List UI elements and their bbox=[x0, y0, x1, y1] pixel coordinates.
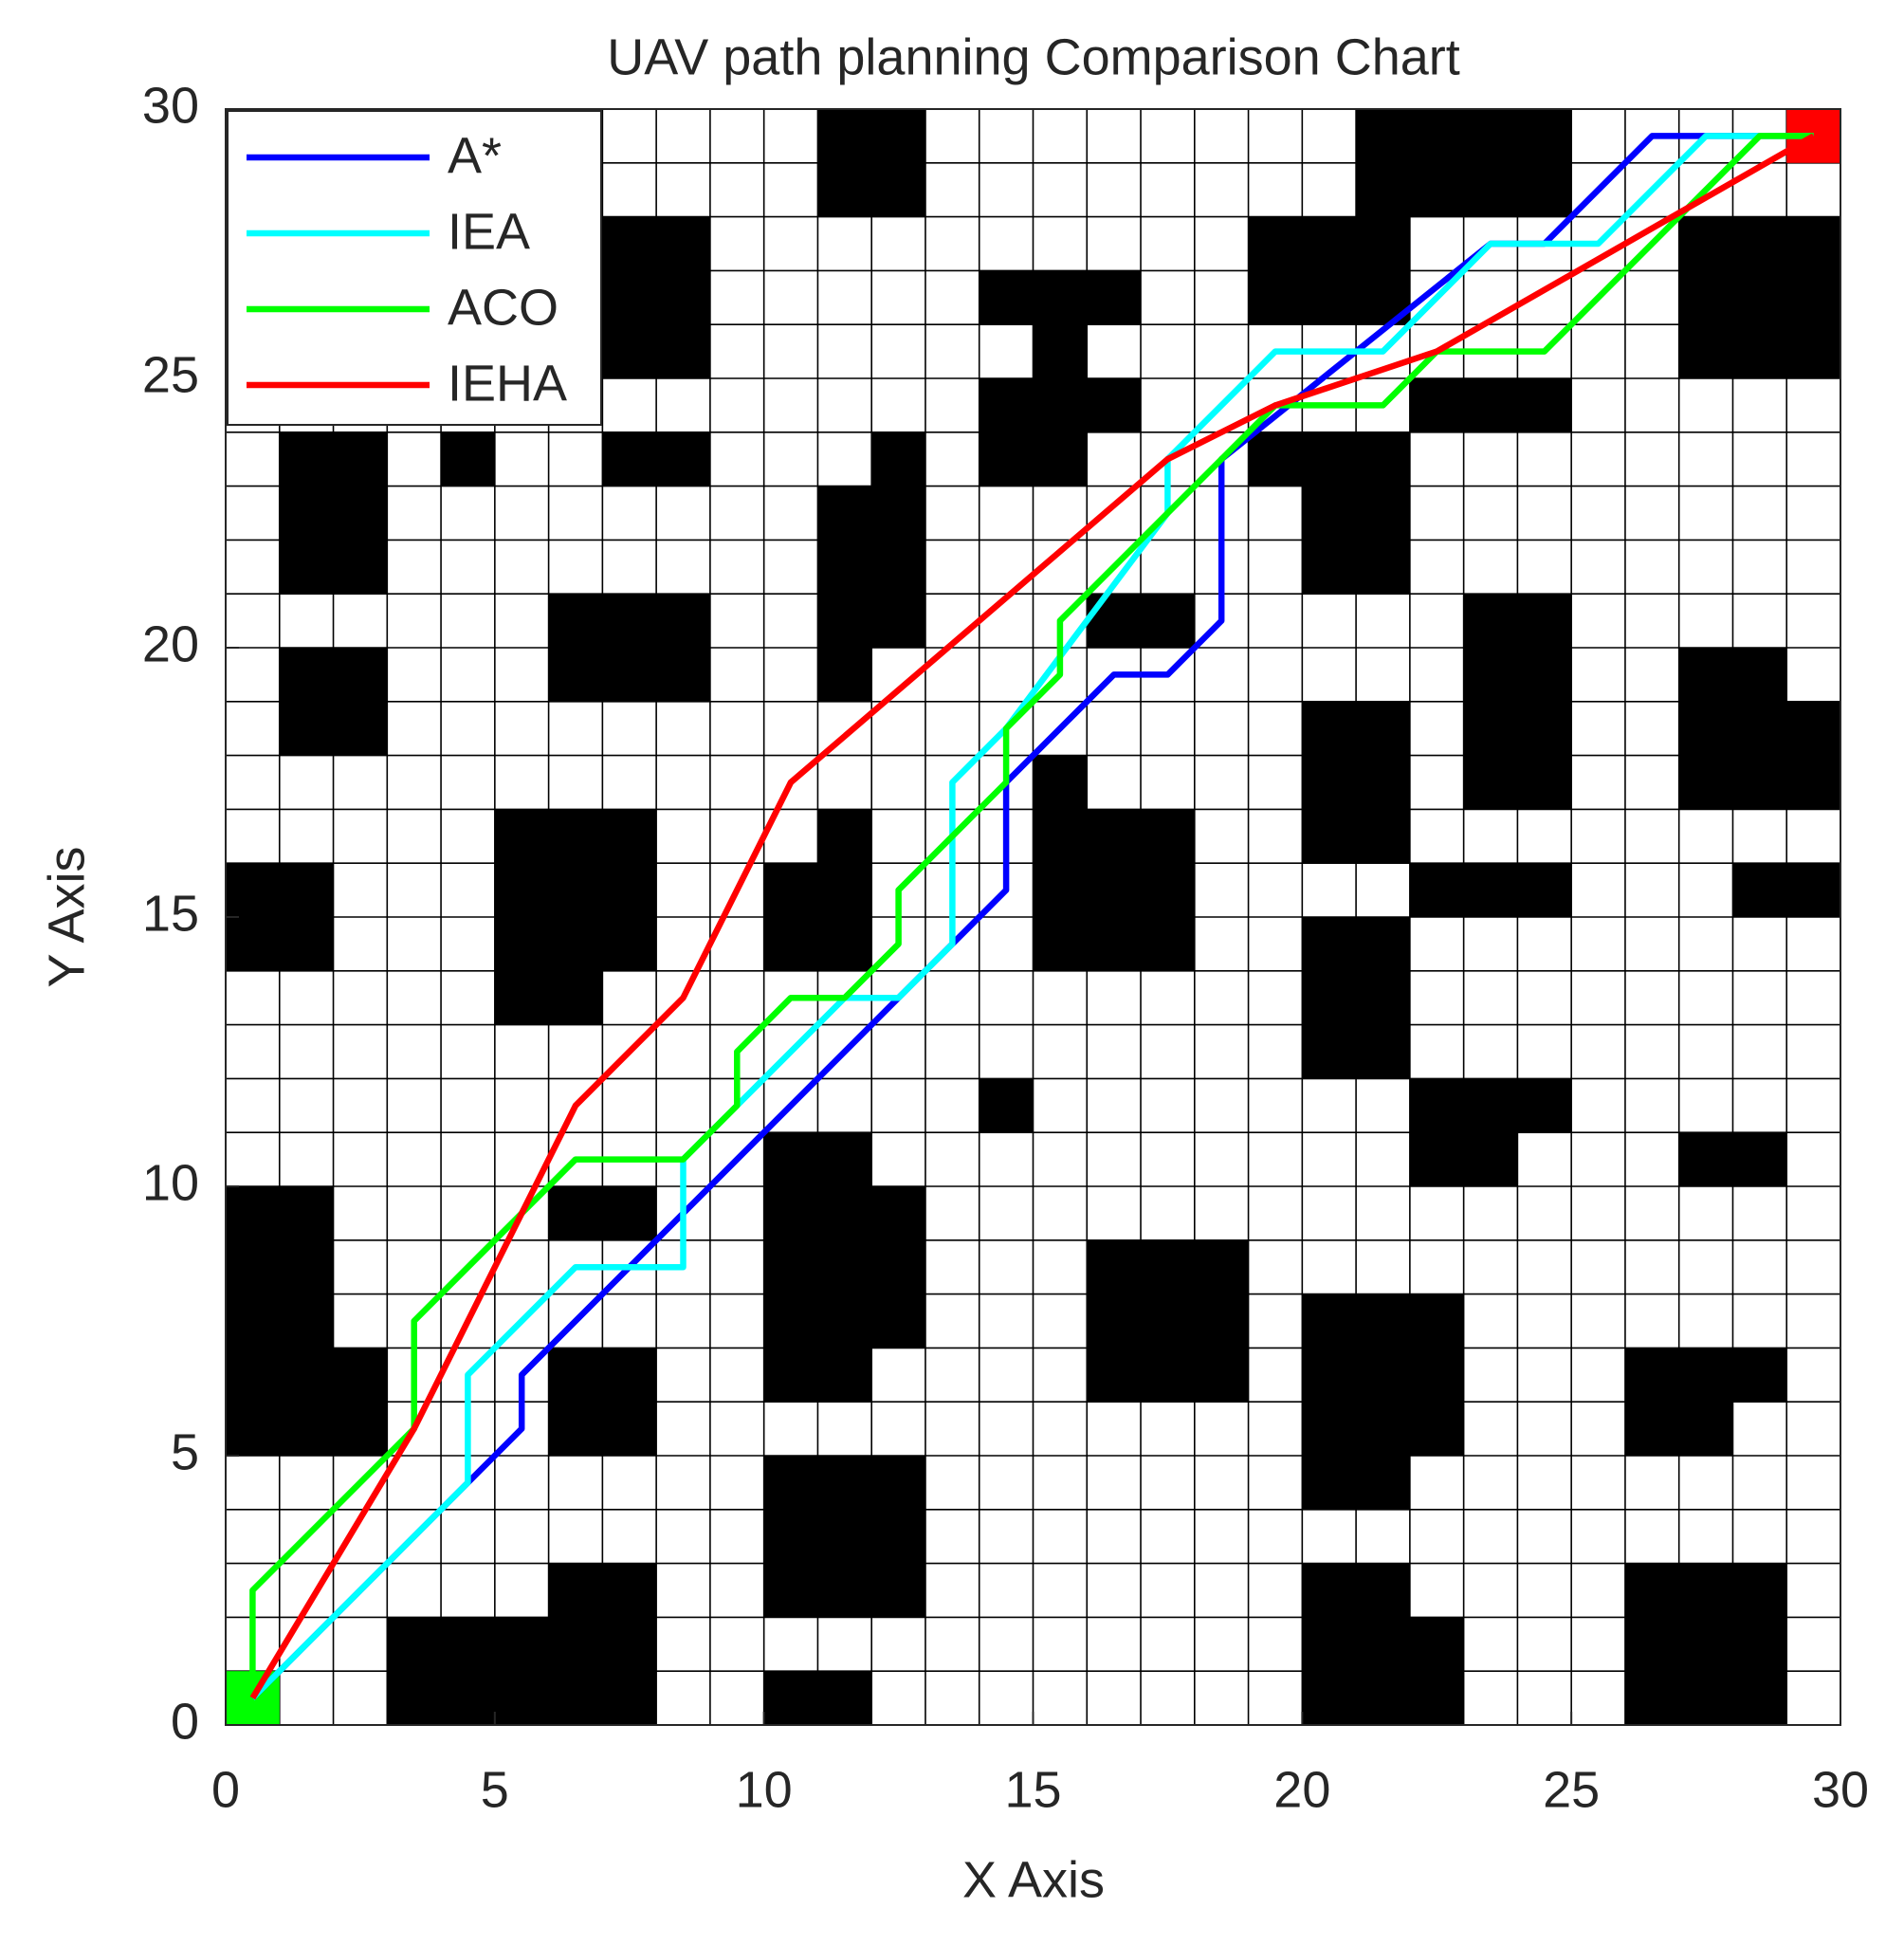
obstacle bbox=[871, 431, 925, 486]
obstacle bbox=[1409, 863, 1572, 917]
chart-title: UAV path planning Comparison Chart bbox=[607, 28, 1460, 85]
x-tick-label: 20 bbox=[1273, 1761, 1330, 1818]
legend-label: IEHA bbox=[448, 355, 567, 412]
obstacle bbox=[1087, 1239, 1249, 1403]
obstacle bbox=[763, 1186, 925, 1349]
obstacle bbox=[1033, 809, 1195, 971]
x-axis-label: X Axis bbox=[962, 1851, 1105, 1908]
obstacle bbox=[494, 809, 657, 971]
obstacle bbox=[817, 809, 872, 864]
legend-label: A* bbox=[448, 127, 502, 184]
legend: A* IEA ACO IEHA bbox=[227, 110, 602, 426]
x-tick-label: 30 bbox=[1812, 1761, 1869, 1818]
y-axis-label: Y Axis bbox=[38, 846, 95, 987]
y-tick-label: 15 bbox=[142, 885, 199, 942]
y-tick-label: 10 bbox=[142, 1154, 199, 1211]
obstacle bbox=[763, 1456, 925, 1618]
y-tick-label: 25 bbox=[142, 346, 199, 403]
path-line bbox=[249, 133, 1814, 1698]
obstacle bbox=[1678, 216, 1840, 378]
path-line bbox=[249, 133, 1816, 1700]
path-line bbox=[250, 133, 1814, 1700]
obstacle bbox=[817, 648, 872, 702]
obstacle bbox=[979, 378, 1142, 432]
y-tick-label: 5 bbox=[171, 1423, 199, 1480]
obstacle bbox=[1624, 1348, 1787, 1403]
obstacle bbox=[1033, 755, 1088, 810]
legend-label: ACO bbox=[448, 279, 558, 336]
x-tick-label: 0 bbox=[211, 1761, 240, 1818]
y-tick-label: 30 bbox=[142, 77, 199, 134]
obstacle bbox=[979, 270, 1142, 325]
obstacle bbox=[441, 431, 495, 486]
obstacle bbox=[1409, 1078, 1572, 1133]
legend-box bbox=[227, 110, 602, 426]
x-tick-label: 10 bbox=[736, 1761, 793, 1818]
x-tick-label: 15 bbox=[1004, 1761, 1061, 1818]
x-tick-label: 5 bbox=[481, 1761, 509, 1818]
obstacle bbox=[979, 1078, 1034, 1133]
obstacle bbox=[1624, 1563, 1787, 1725]
y-tick-label: 0 bbox=[171, 1693, 199, 1750]
obstacle bbox=[1409, 378, 1572, 432]
legend-label: IEA bbox=[448, 203, 530, 260]
x-tick-label: 25 bbox=[1543, 1761, 1600, 1818]
obstacle bbox=[1033, 324, 1088, 378]
y-tick-label: 20 bbox=[142, 615, 199, 672]
obstacle bbox=[1248, 431, 1410, 486]
obstacle bbox=[1302, 1294, 1464, 1456]
